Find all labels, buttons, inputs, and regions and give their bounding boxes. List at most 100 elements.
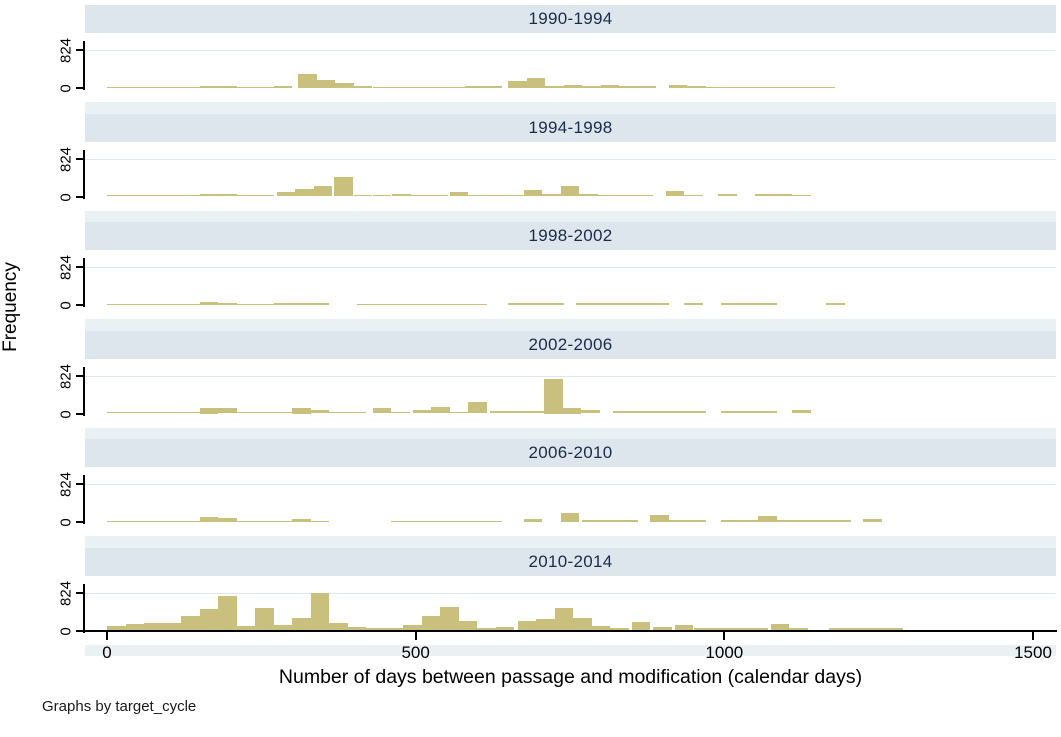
histogram-bar xyxy=(758,516,777,522)
panel-title-band: 2010-2014 xyxy=(85,547,1056,576)
panel-title: 1994-1998 xyxy=(528,117,613,137)
histogram-bar xyxy=(403,624,422,631)
histogram-bar xyxy=(770,624,790,631)
histogram-bar xyxy=(391,86,410,88)
histogram-bar xyxy=(125,520,144,522)
histogram-bar xyxy=(391,520,410,522)
histogram-bar xyxy=(597,194,617,197)
y-tick-824 xyxy=(76,157,83,160)
x-tick-label: 500 xyxy=(401,643,430,662)
histogram-bar xyxy=(594,303,614,305)
histogram-bar xyxy=(107,520,126,522)
histogram-bar xyxy=(199,302,219,305)
histogram-bar xyxy=(431,406,450,414)
y-tick-label: 824 xyxy=(57,580,75,606)
histogram-bar xyxy=(218,86,237,88)
histogram-bar xyxy=(392,193,411,197)
panel-title-band: 2002-2006 xyxy=(85,330,1056,359)
histogram-bar xyxy=(687,86,706,88)
histogram-bar xyxy=(489,411,509,414)
histogram-bar xyxy=(310,410,330,414)
between-panel-strip xyxy=(85,536,1056,548)
histogram-bar xyxy=(653,626,672,631)
histogram-bar xyxy=(310,520,330,522)
histogram-bar xyxy=(218,408,237,414)
y-tick-label: 0 xyxy=(57,84,75,93)
histogram-bar xyxy=(255,520,274,522)
y-tick-label: 0 xyxy=(57,518,75,527)
histogram-bar xyxy=(517,621,536,631)
histogram-bar xyxy=(560,513,580,522)
histogram-bar xyxy=(421,616,441,631)
histogram-bar xyxy=(591,625,611,631)
histogram-bar xyxy=(181,616,200,631)
histogram-bar xyxy=(761,86,780,88)
histogram-bar xyxy=(199,407,219,414)
histogram-bar xyxy=(391,412,410,414)
histogram-bar xyxy=(125,412,144,414)
histogram-bar xyxy=(613,411,632,414)
x-tick xyxy=(1032,632,1034,640)
histogram-bar xyxy=(536,619,555,631)
y-axis-line xyxy=(83,583,85,633)
histogram-bar xyxy=(619,85,638,88)
y-axis-line xyxy=(83,366,85,416)
histogram-bar xyxy=(236,412,256,414)
between-panel-strip xyxy=(85,427,1056,439)
histogram-bar xyxy=(273,520,293,522)
histogram-bar xyxy=(508,81,527,88)
y-tick-label: 824 xyxy=(57,146,75,172)
histogram-bar xyxy=(125,195,144,197)
histogram-bar xyxy=(792,195,811,197)
histogram-bar xyxy=(505,194,524,197)
histogram-bar xyxy=(668,85,688,88)
histogram-bar xyxy=(107,625,126,631)
histogram-bar xyxy=(813,520,833,522)
histogram-bar xyxy=(650,303,669,305)
histogram-bar xyxy=(829,628,848,631)
histogram-bar xyxy=(353,194,373,197)
histogram-bar xyxy=(412,410,432,414)
histogram-bar xyxy=(650,515,669,522)
histogram-bar xyxy=(826,303,845,305)
panel-title-band: 2006-2010 xyxy=(85,439,1056,467)
histogram-bar xyxy=(545,303,564,305)
histogram-bar xyxy=(526,411,546,414)
histogram-bar xyxy=(477,627,496,631)
panel-title-band: 1990-1994 xyxy=(85,5,1056,33)
y-tick-0 xyxy=(76,412,83,415)
histogram-bar xyxy=(610,627,629,631)
y-tick-label: 0 xyxy=(57,301,75,310)
histogram-bar xyxy=(218,302,237,305)
histogram-bar xyxy=(631,411,651,414)
histogram-bar xyxy=(693,628,712,631)
x-axis-title: Number of days between passage and modif… xyxy=(278,666,863,688)
panel-title: 2010-2014 xyxy=(528,551,613,571)
histogram-bar xyxy=(739,303,759,305)
histogram-bar xyxy=(495,626,515,631)
panel-plot-area xyxy=(85,467,1056,536)
histogram-bar xyxy=(582,520,601,522)
histogram-bar xyxy=(523,189,543,197)
histogram-bar xyxy=(687,520,706,522)
histogram-bar xyxy=(255,194,274,197)
y-tick-0 xyxy=(76,521,83,523)
histogram-bar xyxy=(449,191,469,197)
histogram-bar xyxy=(465,86,484,88)
histogram-bar xyxy=(181,303,200,305)
histogram-bar xyxy=(162,303,182,305)
histogram-bar xyxy=(107,303,126,305)
histogram-bar xyxy=(526,77,546,88)
histogram-bar xyxy=(718,193,737,197)
histogram-bar xyxy=(162,86,182,88)
histogram-bar xyxy=(581,410,600,414)
histogram-bar xyxy=(384,628,404,631)
histogram-bar xyxy=(674,624,694,631)
panel-title: 1998-2002 xyxy=(528,226,613,245)
histogram-bar xyxy=(292,618,311,631)
histogram-bar xyxy=(347,626,367,631)
histogram-bar xyxy=(292,407,311,414)
histogram-bar xyxy=(634,195,654,197)
histogram-bar xyxy=(125,86,144,88)
histogram-bar xyxy=(372,194,391,197)
